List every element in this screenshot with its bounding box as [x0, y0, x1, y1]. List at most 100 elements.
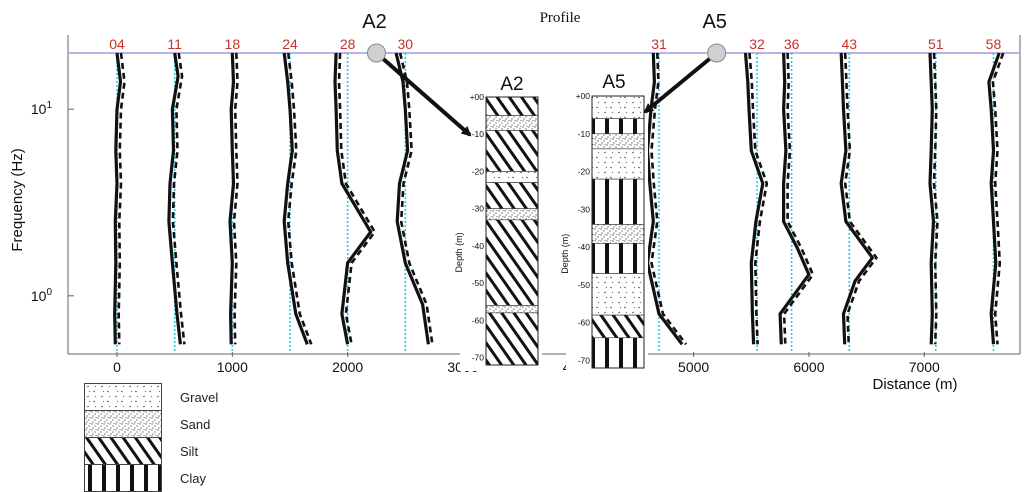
log-layer-clay	[591, 243, 645, 274]
log-layer-sand	[591, 133, 645, 150]
log-depth-tick: -40	[472, 241, 485, 251]
hv-curve-24	[282, 52, 309, 345]
station-reference-lines	[116, 53, 995, 352]
borehole-log-a2: +00 -10 -20 -30 -40 -50 -60 -70 Depth (m) A2	[454, 74, 542, 371]
x-tick-5000: 5000	[678, 359, 709, 375]
hv-curve-51	[928, 52, 936, 345]
log-depth-tick: -10	[578, 129, 591, 139]
station-label-04: 04	[109, 36, 125, 52]
log-depth-label: Depth (m)	[560, 234, 570, 274]
legend-item-silt: Silt	[84, 437, 284, 465]
hv-curve-std-43	[843, 52, 879, 345]
log-layer-silt	[485, 219, 539, 306]
log-layer-sand	[485, 208, 539, 221]
log-depth-tick: -20	[472, 166, 485, 176]
log-layer-gravel	[591, 148, 645, 180]
hv-curve-30	[394, 52, 430, 345]
log-layer-gravel	[591, 273, 645, 316]
annotation-arrow-a5	[643, 51, 718, 114]
legend-item-sand: Sand	[84, 410, 284, 438]
station-label-58: 58	[986, 36, 1002, 52]
legend-label-gravel: Gravel	[180, 390, 219, 405]
station-label-36: 36	[784, 36, 800, 52]
log-layer-sand	[485, 115, 539, 131]
hv-curve-28	[333, 52, 373, 345]
log-depth-tick: -30	[578, 204, 591, 214]
hv-curve-std-51	[932, 52, 939, 345]
lithology-legend: Gravel Sand Silt Clay	[84, 383, 284, 492]
log-depth-tick: -60	[578, 318, 591, 328]
hv-curve-std-04	[117, 52, 126, 345]
hv-curve-std-32	[748, 52, 769, 345]
log-depth-tick: -70	[472, 353, 485, 363]
log-layer-gravel	[591, 95, 645, 119]
log-layer-silt	[485, 182, 539, 209]
hv-curve-std-18	[232, 52, 239, 345]
clay-swatch	[84, 464, 162, 492]
hv-curve-18	[228, 52, 236, 345]
station-label-43: 43	[842, 36, 858, 52]
station-label-31: 31	[651, 36, 667, 52]
log-depth-tick: -30	[472, 204, 485, 214]
log-depth-tick: +00	[470, 92, 485, 102]
log-layer-silt	[485, 130, 539, 172]
x-tick-1000: 1000	[217, 359, 248, 375]
log-frame	[485, 96, 539, 366]
y-axis-label: Frequency (Hz)	[9, 148, 26, 251]
station-labels: 04 11 18 24 28 30 31 32 36 43 51 58	[109, 36, 1001, 52]
station-label-11: 11	[167, 36, 182, 52]
legend-item-clay: Clay	[84, 464, 284, 492]
hv-curve-std-24	[286, 52, 313, 345]
station-label-30: 30	[398, 36, 414, 52]
borehole-annotations: A2 A5	[362, 11, 727, 137]
chart-title: Profile	[540, 10, 581, 26]
log-depth-tick: -70	[578, 355, 591, 365]
log-layer-sand	[485, 305, 539, 314]
log-layer-sand	[591, 224, 645, 244]
x-tick-6000: 6000	[793, 359, 824, 375]
y-tick-1: 100	[31, 287, 53, 304]
log-depth-tick: -50	[472, 278, 485, 288]
hv-curve-11	[167, 52, 182, 345]
log-layer-clay	[591, 118, 645, 135]
log-layer-silt	[485, 96, 539, 116]
annotation-label-a5: A5	[702, 11, 726, 33]
hv-curve-32	[743, 52, 765, 345]
log-depth-tick: -20	[578, 167, 591, 177]
hv-curve-std-31	[650, 52, 688, 346]
legend-label-sand: Sand	[180, 417, 211, 432]
log-layer-clay	[591, 337, 645, 369]
annotation-marker-a5	[707, 43, 727, 63]
log-depth-tick: -50	[578, 280, 591, 290]
log-depth-tick: -10	[472, 129, 485, 139]
hv-curve-36	[778, 52, 811, 345]
legend-label-silt: Silt	[180, 444, 199, 459]
plot-axes	[67, 35, 1021, 355]
annotation-label-a2: A2	[362, 11, 386, 33]
log-depth-tick: -60	[472, 315, 485, 325]
hv-curve-58	[987, 52, 1001, 345]
log-frame	[591, 95, 645, 369]
log-title-a2: A2	[500, 74, 523, 95]
silt-swatch	[84, 437, 162, 465]
station-label-18: 18	[225, 36, 241, 52]
hv-curve-std-28	[337, 52, 377, 345]
x-tick-2000: 2000	[332, 359, 363, 375]
y-tick-10: 101	[31, 100, 53, 117]
station-label-51: 51	[928, 36, 944, 52]
log-depth-tick: +00	[576, 91, 591, 101]
hv-curve-std-58	[991, 52, 1005, 345]
hv-curve-31	[645, 52, 684, 346]
log-depth-label: Depth (m)	[454, 232, 464, 272]
annotation-marker-a2	[366, 43, 386, 63]
hv-curve-std-30	[398, 52, 434, 345]
annotation-arrow-a2	[375, 51, 472, 137]
borehole-log-a5: +00 -10 -20 -30 -40 -50 -60 -70 Depth (m) A5	[560, 72, 648, 374]
gravel-swatch	[84, 383, 162, 411]
station-label-32: 32	[749, 36, 765, 52]
station-label-28: 28	[340, 36, 356, 52]
log-title-a5: A5	[602, 72, 625, 93]
hv-curve-std-11	[171, 52, 186, 345]
hv-curve-43	[839, 52, 874, 345]
